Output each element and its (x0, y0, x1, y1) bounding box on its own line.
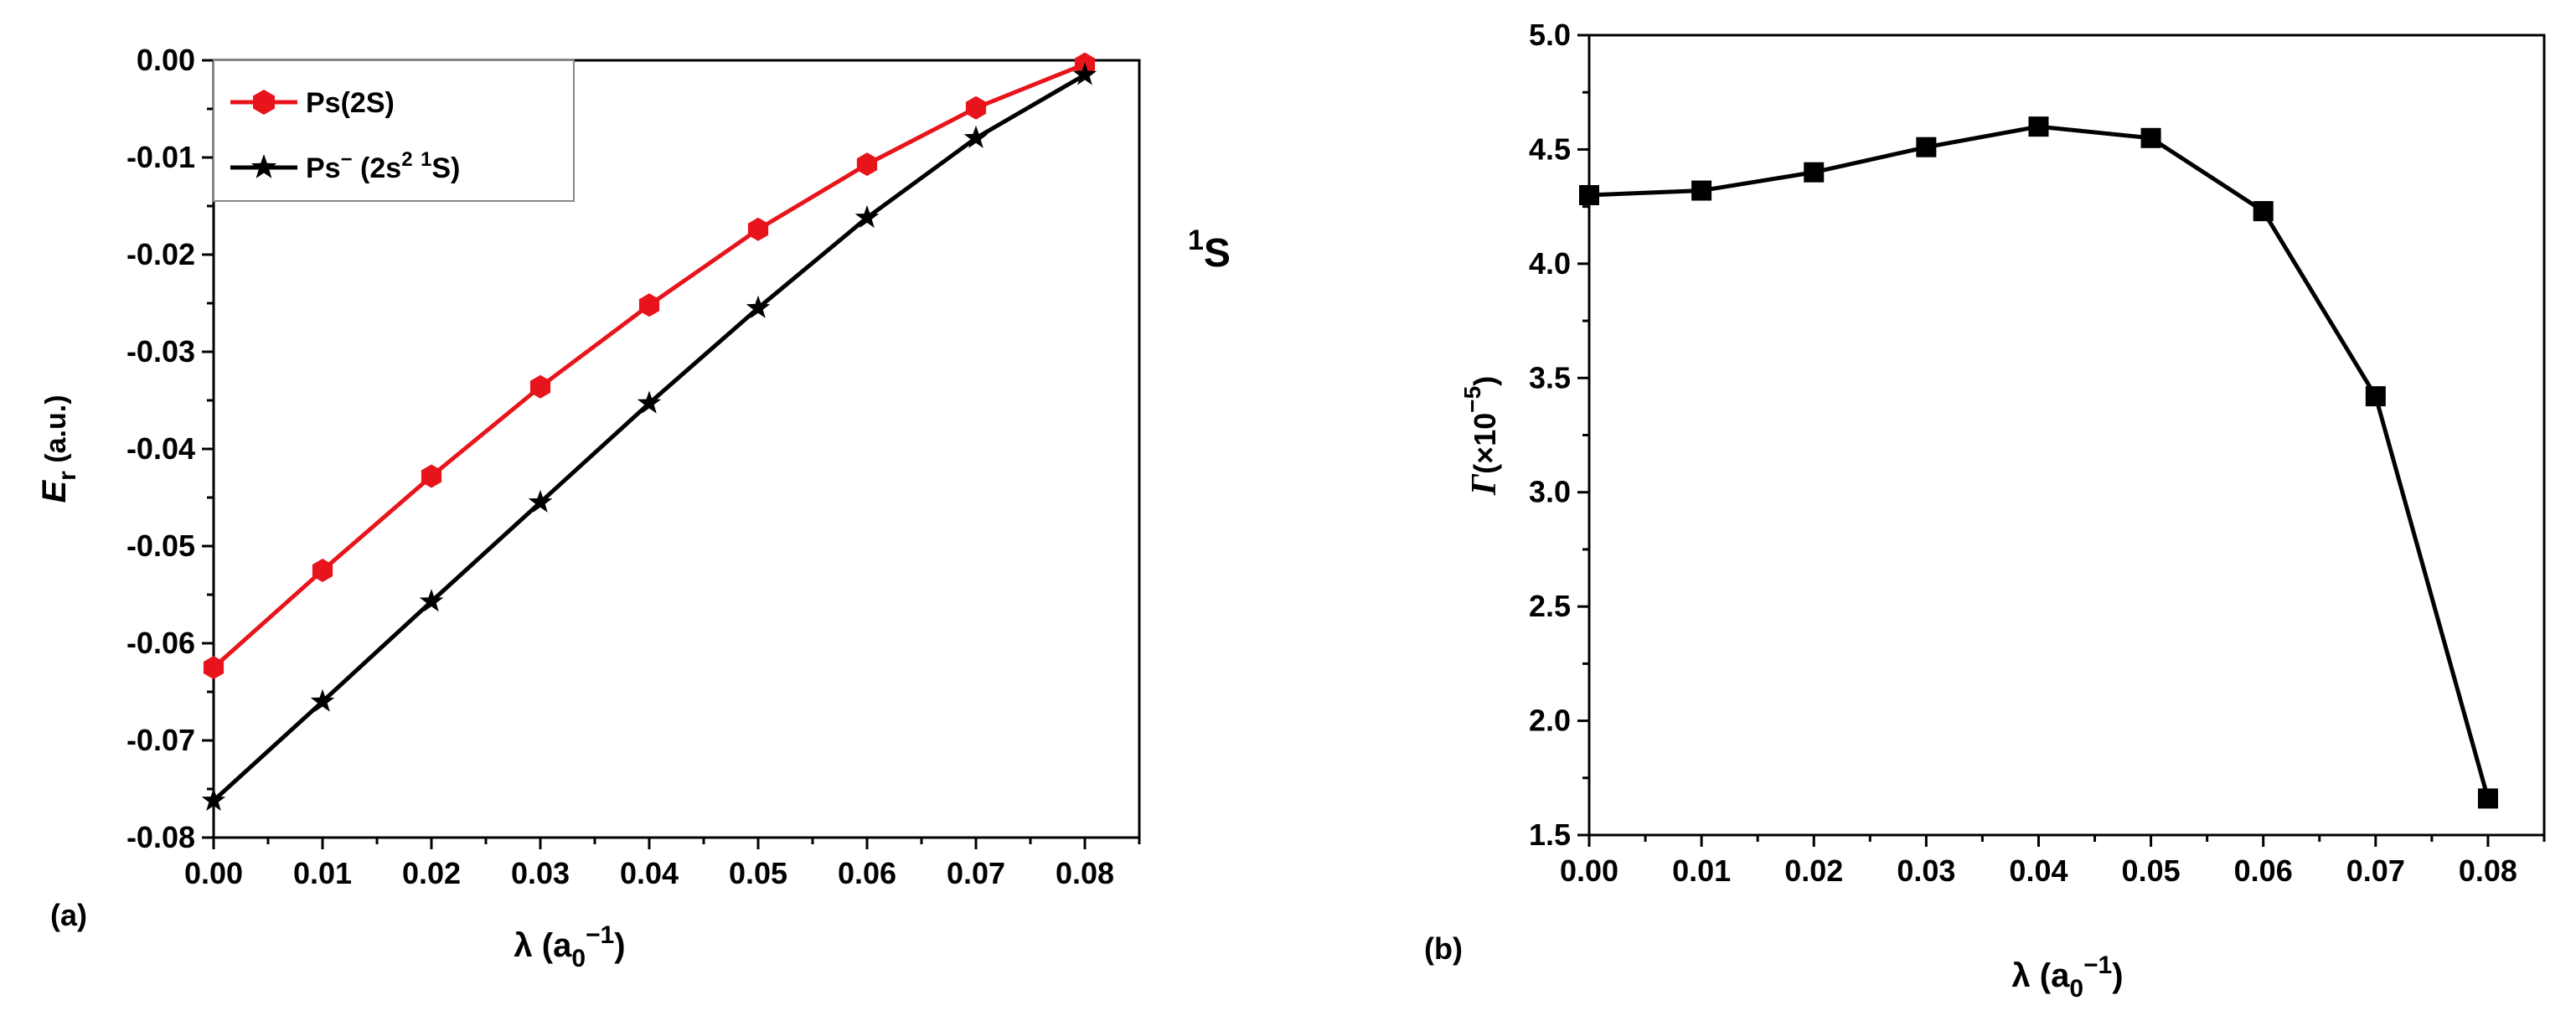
a-x-tick-label: 0.01 (293, 856, 352, 890)
b-x-tick-label: 0.07 (2346, 853, 2405, 888)
y-axis-label-b: Γ(×10−5) (1459, 376, 1504, 496)
series-markers-b (1579, 116, 2498, 809)
a-series-0-point (856, 152, 878, 177)
b-y-tick-label: 4.5 (1529, 131, 1571, 166)
b-series-0-point (2140, 127, 2161, 148)
a-series-1-point (419, 589, 444, 612)
b-series-0-point (2477, 788, 2498, 809)
a-x-tick-label: 0.03 (511, 856, 570, 890)
a-series-1-point (746, 295, 771, 318)
b-y-tick-label: 2.5 (1529, 589, 1571, 623)
a-series-1-point (963, 125, 989, 148)
series-markers-a (201, 52, 1097, 812)
b-y-tick-label: 3.0 (1529, 475, 1571, 509)
b-y-tick-label: 1.5 (1529, 817, 1571, 852)
a-series-1-point (310, 688, 335, 712)
b-y-tick-label: 5.0 (1529, 18, 1571, 52)
a-x-tick-label: 0.06 (838, 856, 896, 890)
a-series-0-point (638, 293, 660, 317)
x-axis-label-b: λ (a0−1) (2011, 951, 2123, 1003)
a-series-0-point (421, 464, 442, 488)
legend-marker-psminus (250, 154, 277, 178)
b-x-tick-label: 0.06 (2234, 853, 2293, 888)
b-y-tick-label: 4.0 (1529, 246, 1571, 281)
a-series-1-point (637, 390, 662, 414)
a-series-0-point (529, 374, 551, 399)
b-y-tick-label: 3.5 (1529, 360, 1571, 394)
b-series-0-point (1916, 137, 1937, 157)
b-series-0-point (2365, 386, 2386, 407)
b-series-0-point (2028, 116, 2049, 137)
b-series-line-0 (1588, 124, 2491, 799)
y-axis-label-a: Er (a.u.) (36, 394, 81, 503)
panel-b: 0.00 0.01 0.02 0.03 0.04 0.05 0.06 0.07 0.08 1.5 2… (1188, 18, 2546, 1003)
legend-marker-ps2s (253, 90, 275, 115)
b-x-tick-label: 0.02 (1784, 853, 1843, 888)
panel-a: 0.00 0.01 0.02 0.03 0.04 0.05 0.06 0.07 0.08 0.00… (36, 43, 1141, 972)
a-y-tick-label: 0.00 (137, 43, 195, 77)
b-x-tick-label: 0.03 (1897, 853, 1955, 888)
a-x-tick-label: 0.08 (1056, 856, 1114, 890)
a-series-0-point (965, 95, 987, 120)
b-x-tick-label: 0.00 (1560, 853, 1618, 888)
b-x-tick-label: 0.04 (2009, 853, 2068, 888)
a-y-tick-label: -0.06 (126, 626, 195, 660)
axis-ticks-b (1577, 34, 2546, 847)
a-series-0-point (312, 559, 333, 582)
a-series-1-point (1072, 62, 1097, 85)
a-x-tick-label: 0.05 (729, 856, 787, 890)
plot-frame-b (1587, 34, 2546, 837)
tick-labels-b: 0.00 0.01 0.02 0.03 0.04 0.05 0.06 0.07 0.08 1.5 2… (1529, 18, 2517, 888)
a-x-tick-label: 0.00 (184, 856, 243, 890)
panel-label-a: (a) (50, 898, 87, 932)
b-x-tick-label: 0.01 (1672, 853, 1731, 888)
a-series-0-point (203, 656, 225, 679)
annotation-1s: 1S (1188, 224, 1231, 276)
a-y-tick-label: -0.08 (126, 820, 195, 854)
legend-label-psminus: Ps− (2s2 1S) (306, 148, 460, 184)
a-series-1-point (201, 787, 226, 812)
a-y-tick-label: -0.05 (126, 529, 195, 563)
a-y-tick-label: -0.01 (126, 140, 195, 174)
a-x-tick-label: 0.02 (402, 856, 461, 890)
b-y-tick-label: 2.0 (1529, 704, 1571, 738)
b-series-0-point (1804, 162, 1825, 183)
b-series-0-point (1579, 185, 1599, 205)
legend-a: Ps(2S) Ps− (2s2 1S) (213, 59, 575, 202)
legend-box (213, 59, 575, 202)
a-series-1-point (854, 204, 880, 229)
b-x-tick-label: 0.08 (2459, 853, 2517, 888)
a-y-tick-label: -0.07 (126, 723, 195, 757)
panel-label-b: (b) (1424, 931, 1463, 966)
a-y-tick-label: -0.03 (126, 334, 195, 369)
a-y-tick-label: -0.02 (126, 237, 195, 271)
b-series-0-point (1691, 180, 1712, 201)
series-lines-b (1588, 124, 2491, 799)
a-series-0-point (747, 217, 769, 241)
tick-labels-a: 0.00 0.01 0.02 0.03 0.04 0.05 0.06 0.07 0.08 0.00… (126, 43, 1114, 890)
b-x-tick-label: 0.05 (2122, 853, 2181, 888)
x-axis-label-a: λ (a0−1) (514, 921, 625, 972)
b-series-0-point (2253, 201, 2274, 222)
a-x-tick-label: 0.07 (947, 856, 1005, 890)
a-y-tick-label: -0.04 (126, 431, 195, 466)
a-series-1-point (528, 489, 553, 513)
a-x-tick-label: 0.04 (620, 856, 679, 890)
axis-ticks-a (202, 59, 1141, 849)
legend-label-ps2s: Ps(2S) (306, 87, 395, 119)
